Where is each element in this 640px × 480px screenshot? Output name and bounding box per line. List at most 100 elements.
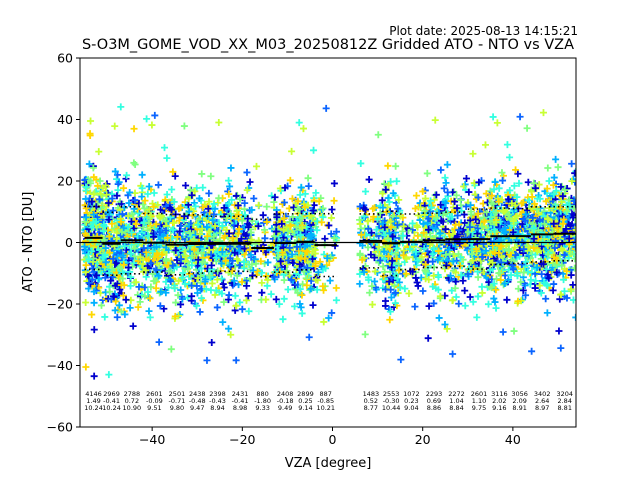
scatter-point-bin-2 [117,231,125,239]
bin-std-label-5: 9.47 [190,404,204,412]
scatter-point-bin-2 [131,161,139,169]
scatter-point-bin-10 [310,146,318,154]
bin-std-label-4: 9.80 [170,404,184,412]
scatter-point-bin-0 [97,301,105,309]
scatter-point-bin-1 [114,180,122,188]
scatter-point-bin-3 [151,111,159,119]
scatter-point-bin-8 [261,260,269,268]
scatter-point-bin-2 [138,184,146,192]
scatter-point-bin-10 [297,303,305,311]
scatter-point-bin-8 [261,234,269,242]
scatter-point-bin-4 [168,206,176,214]
scatter-point-bin-2 [138,171,146,179]
scatter-point-bin-13 [384,162,392,170]
scatter-point-bin-11 [320,318,328,326]
scatter-point-bin-7 [226,261,234,269]
scatter-point-bin-3 [154,254,162,262]
scatter-point-bin-11 [332,284,340,292]
scatter-point-bin-2 [120,261,128,269]
bin-std-label-13: 10.44 [382,404,401,412]
scatter-point-bin-1 [101,313,109,321]
scatter-point-bin-1 [113,313,121,321]
scatter-point-bin-13 [382,297,390,305]
scatter-point-bin-5 [196,308,204,316]
scatter-point-bin-0 [89,164,97,172]
scatter-point-bin-6 [203,356,211,364]
scatter-point-bin-11 [325,221,333,229]
scatter-point-bin-7 [232,356,240,364]
scatter-point-bin-5 [190,199,198,207]
scatter-point-bin-9 [280,295,288,303]
scatter-point-bin-2 [132,278,140,286]
scatter-point-bin-21 [555,327,563,335]
scatter-point-bin-5 [198,294,206,302]
scatter-point-bin-19 [506,153,514,161]
scatter-point-bin-6 [212,286,220,294]
scatter-point-bin-2 [127,249,135,257]
scatter-point-bin-0 [88,264,96,272]
x-tick-label: 0 [329,432,337,447]
scatter-point-bin-12 [365,176,373,184]
scatter-point-bin-0 [95,256,103,264]
scatter-point-bin-18 [503,296,511,304]
scatter-point-bin-4 [184,265,192,273]
scatter-point-bin-2 [127,218,135,226]
scatter-point-bin-11 [332,296,340,304]
scatter-point-bin-0 [90,190,98,198]
scatter-point-bin-3 [160,305,168,313]
scatter-point-bin-4 [169,226,177,234]
x-axis-label: VZA [degree] [285,456,372,471]
scatter-point-bin-2 [127,282,135,290]
scatter-point-bin-5 [186,229,194,237]
scatter-point-bin-5 [187,186,195,194]
scatter-point-bin-0 [90,326,98,334]
scatter-point-bin-12 [362,187,370,195]
scatter-point-bin-4 [167,345,175,353]
scatter-point-bin-6 [218,248,226,256]
scatter-point-bin-4 [182,181,190,189]
scatter-point-bin-0 [88,276,96,284]
scatter-point-bin-4 [177,204,185,212]
scatter-point-bin-2 [132,220,140,228]
scatter-point-bin-20 [527,276,535,284]
scatter-point-bin-3 [147,259,155,267]
chart-title: S-O3M_GOME_VOD_XX_M03_20250812Z Gridded … [82,37,574,53]
scatter-point-bin-7 [236,195,244,203]
scatter-point-bin-1 [100,227,108,235]
scatter-point-bin-3 [147,211,155,219]
scatter-point-bin-8 [258,289,266,297]
scatter-point-bin-4 [177,222,185,230]
scatter-point-bin-12 [368,301,376,309]
scatter-point-bin-16 [451,198,459,206]
scatter-point-bin-19 [510,327,518,335]
scatter-point-bin-6 [211,222,219,230]
scatter-point-bin-7 [231,292,239,300]
scatter-point-bin-2 [119,292,127,300]
scatter-point-bin-1 [109,292,117,300]
scatter-point-bin-4 [170,282,178,290]
scatter-point-bin-16 [448,296,456,304]
bin-std-label-1: 10.24 [102,404,121,412]
scatter-point-bin-3 [143,115,151,123]
scatter-point-bin-4 [169,262,177,270]
scatter-point-bin-9 [284,285,292,293]
scatter-point-bin-4 [175,277,183,285]
scatter-point-bin-8 [262,296,270,304]
scatter-point-bin-5 [186,247,194,255]
scatter-point-bin-3 [156,213,164,221]
scatter-point-bin-11 [330,197,338,205]
scatter-point-bin-7 [238,305,246,313]
scatter-point-bin-8 [250,194,258,202]
scatter-point-bin-8 [263,203,271,211]
scatter-point-bin-0 [90,288,98,296]
scatter-point-bin-2 [120,224,128,232]
scatter-point-bin-5 [198,170,206,178]
y-axis-ticks: −60 −40 −20 0 20 40 60 [47,51,80,435]
scatter-point-bin-2 [117,308,125,316]
scatter-point-bin-4 [167,277,175,285]
scatter-point-bin-1 [114,186,122,194]
scatter-point-bin-1 [112,297,120,305]
scatter-point-bin-15 [419,287,427,295]
scatter-point-bin-18 [499,328,507,336]
scatter-point-bin-10 [299,125,307,133]
